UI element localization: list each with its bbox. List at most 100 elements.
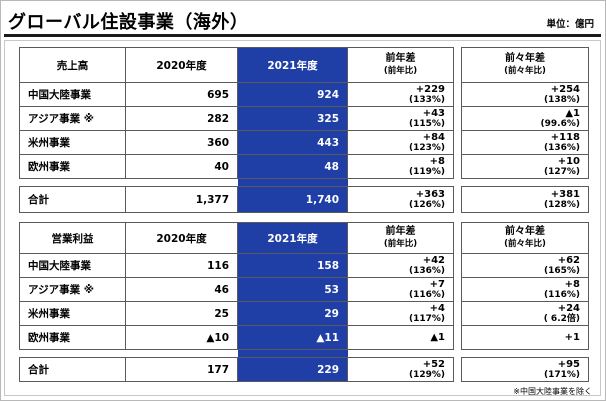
column-gap: [453, 277, 462, 302]
value-2020: 25: [125, 301, 238, 326]
diff-prev-value: +363: [415, 188, 445, 200]
sales-total-row: 合計 1,377 1,740 +363 (126%) +381 (128%): [19, 186, 589, 213]
value-2021: 924: [237, 82, 348, 107]
profit-header-diff-prev2-sub: (前々年比): [504, 239, 546, 249]
sales-header-diff-prev2-text: 前々年差: [505, 53, 545, 64]
diff-prev2-value: +10: [557, 155, 580, 167]
profit-row: 欧州事業 ▲10 ▲11 ▲1 +1: [19, 325, 589, 350]
diff-prev2-value: +381: [550, 188, 580, 200]
value-2020: 40: [125, 154, 238, 179]
diff-prev-ratio: (133%): [408, 94, 445, 105]
gap-cell: [126, 179, 238, 187]
column-gap: [453, 301, 462, 326]
row-label: 中国大陸事業: [19, 253, 126, 278]
diff-prev-value: +52: [422, 358, 445, 370]
row-label: アジア事業 ※: [19, 106, 126, 131]
diff-prev2-value: +8: [564, 278, 580, 290]
diff-prev2: +1: [461, 325, 589, 350]
diff-prev2-value: +254: [550, 83, 580, 95]
profit-header-diff-prev-text: 前年差: [385, 226, 416, 237]
value-2020: ▲10: [125, 325, 238, 350]
diff-prev2-value: +62: [557, 254, 580, 266]
value-2020: 695: [125, 82, 238, 107]
value-2020: 1,377: [125, 186, 238, 213]
diff-prev2: +118 (136%): [461, 130, 589, 155]
sales-header-label: 売上高: [19, 47, 126, 83]
gap-cell: [126, 350, 238, 358]
diff-prev2-ratio: (136%): [543, 142, 580, 153]
gap-cell: [348, 179, 454, 187]
sales-header-diff-prev-text: 前年差: [385, 53, 416, 64]
value-2021: ▲11: [237, 325, 348, 350]
diff-prev: +229 (133%): [347, 82, 454, 107]
diff-prev-value: +4: [429, 302, 445, 314]
profit-row: 中国大陸事業 116 158 +42 (136%) +62 (165%): [19, 253, 589, 278]
diff-prev2: +95 (171%): [461, 357, 589, 382]
diff-prev-value: +84: [422, 131, 445, 143]
sales-header-diff-prev: 前年差 (前年比): [347, 47, 454, 83]
gap-cell: [462, 179, 589, 187]
profit-header-label: 営業利益: [19, 222, 126, 254]
value-2020: 116: [125, 253, 238, 278]
value-2021: 1,740: [237, 186, 348, 213]
row-label: 米州事業: [19, 301, 126, 326]
column-gap: [453, 154, 462, 179]
row-label: 合計: [19, 186, 126, 213]
row-label: 中国大陸事業: [19, 82, 126, 107]
sales-header-diff-prev2: 前々年差 (前々年比): [461, 47, 589, 83]
row-label: アジア事業 ※: [19, 277, 126, 302]
value-2021: 53: [237, 277, 348, 302]
unit-label: 単位：億円: [546, 19, 594, 30]
diff-prev-ratio: (119%): [408, 166, 445, 177]
diff-prev2-ratio: (127%): [543, 166, 580, 177]
diff-prev: ▲1: [347, 325, 454, 350]
value-2021: 443: [237, 130, 348, 155]
diff-prev2-ratio: (165%): [543, 265, 580, 276]
profit-header-diff-prev: 前年差 (前年比): [347, 222, 454, 254]
diff-prev: +52 (129%): [347, 357, 454, 382]
column-gap: [453, 357, 462, 382]
diff-prev-value: +42: [422, 254, 445, 266]
diff-prev2-ratio: ( 6.2倍): [543, 313, 580, 324]
section-gap: [20, 178, 589, 187]
profit-body: 中国大陸事業 116 158 +42 (136%) +62 (165%) アジア事業 ※ 46 5…: [19, 253, 589, 382]
diff-prev-ratio: (136%): [408, 265, 445, 276]
column-gap: [453, 222, 462, 254]
value-2020: 360: [125, 130, 238, 155]
column-gap: [453, 186, 462, 213]
row-label: 合計: [19, 357, 126, 382]
diff-prev-value: +8: [429, 155, 445, 167]
sales-header-2021: 2021年度: [237, 47, 348, 83]
diff-prev: +84 (123%): [347, 130, 454, 155]
diff-prev: +363 (126%): [347, 186, 454, 213]
diff-prev-ratio: (117%): [408, 313, 445, 324]
gap-cell: [462, 350, 589, 358]
diff-prev2-ratio: (138%): [543, 94, 580, 105]
profit-row: 米州事業 25 29 +4 (117%) +24( 6.2倍): [19, 301, 589, 326]
gap-cell: [454, 350, 462, 358]
diff-prev2-ratio: (128%): [543, 199, 580, 210]
row-label: 欧州事業: [19, 325, 126, 350]
value-2020: 46: [125, 277, 238, 302]
diff-prev-value: +43: [422, 107, 445, 119]
diff-prev2-value: +24: [557, 302, 580, 314]
column-gap: [453, 47, 462, 83]
diff-prev: +4 (117%): [347, 301, 454, 326]
diff-prev: +7 (116%): [347, 277, 454, 302]
sales-header-diff-prev2-sub: (前々年比): [504, 66, 546, 76]
diff-prev2-value: +95: [557, 358, 580, 370]
tables-panel: [4, 40, 601, 396]
row-label: 欧州事業: [19, 154, 126, 179]
profit-header-diff-prev2: 前々年差 (前々年比): [461, 222, 589, 254]
diff-prev2-value: +1: [564, 332, 580, 343]
gap-cell: [237, 349, 348, 358]
value-2021: 229: [237, 357, 348, 382]
diff-prev: +8 (119%): [347, 154, 454, 179]
profit-header-diff-prev-sub: (前年比): [383, 239, 418, 249]
profit-header-2020: 2020年度: [125, 222, 238, 254]
diff-prev2: +381 (128%): [461, 186, 589, 213]
gap-cell: [20, 179, 126, 187]
sales-body: 中国大陸事業 695 924 +229 (133%) +254 (138%) アジア事業 ※ 2…: [19, 82, 589, 213]
diff-prev2-ratio: (171%): [543, 369, 580, 380]
diff-prev-ratio: (116%): [408, 289, 445, 300]
